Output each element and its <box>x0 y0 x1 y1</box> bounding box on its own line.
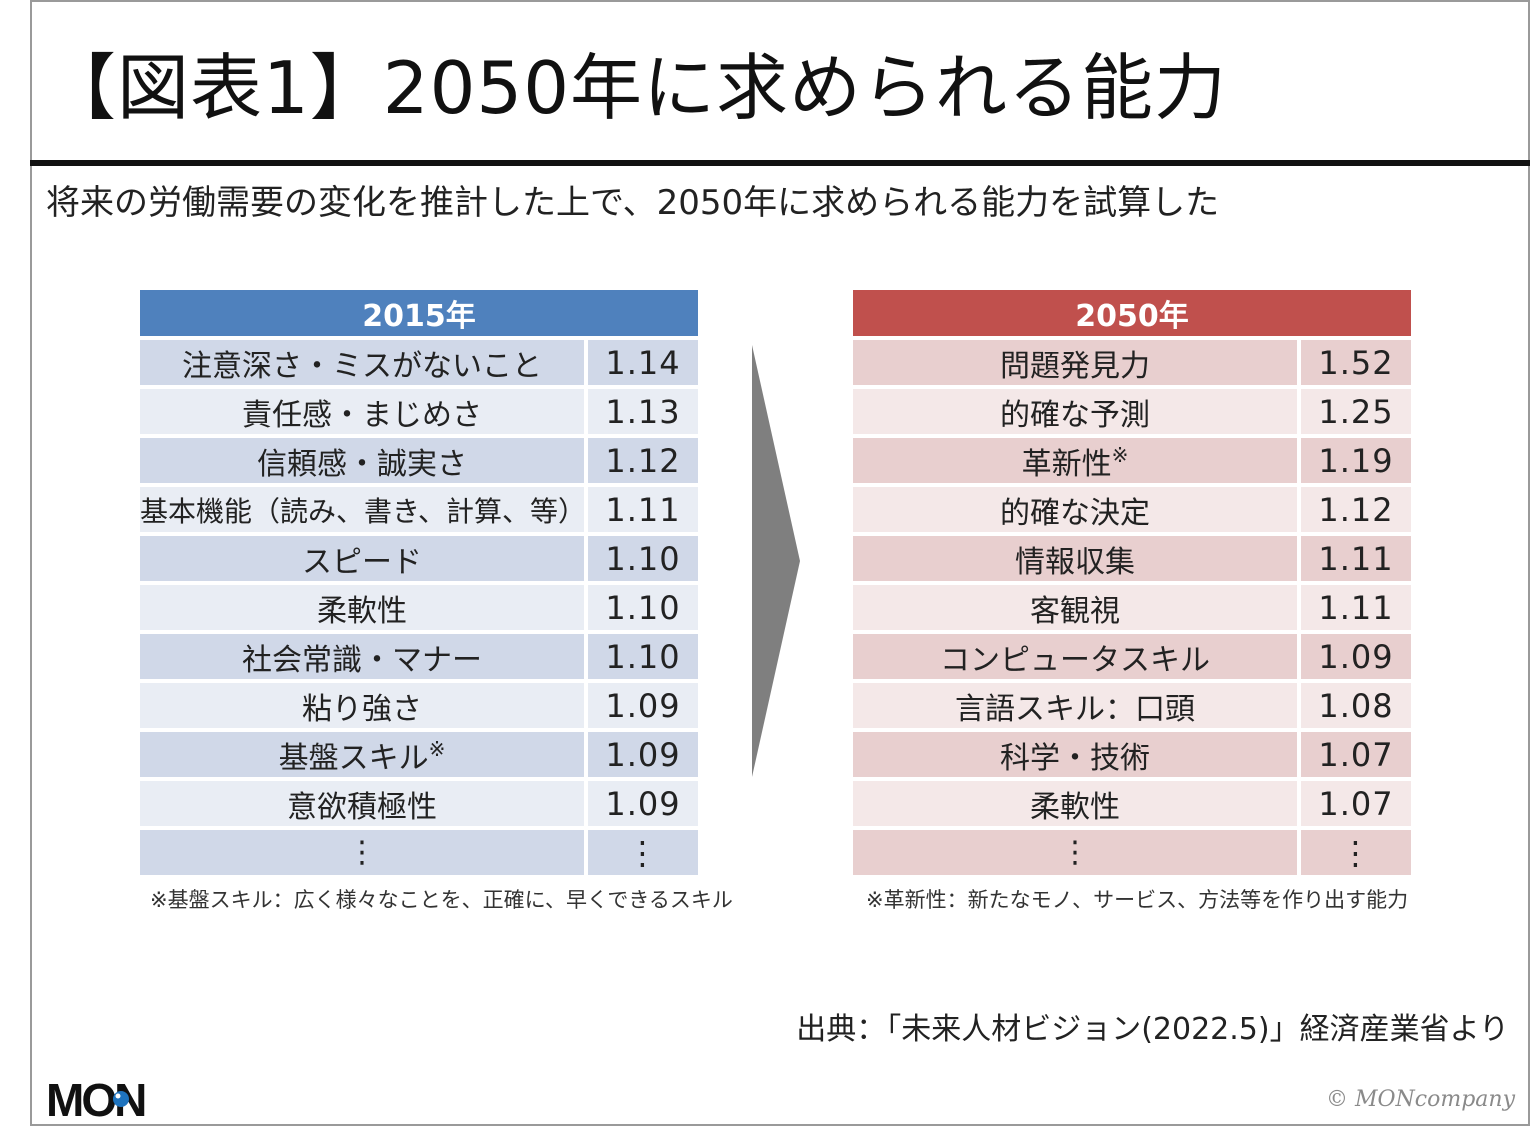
ability-label: 客観視 <box>853 583 1301 634</box>
table-row: 言語スキル：口頭 1.08 <box>853 681 1411 732</box>
ability-label: 言語スキル：口頭 <box>853 681 1301 732</box>
table-row: 社会常識・マナー 1.10 <box>140 632 698 683</box>
ability-score: 1.12 <box>1299 485 1411 536</box>
table-row: 的確な予測 1.25 <box>853 387 1411 438</box>
ability-score: 1.08 <box>1299 681 1411 732</box>
table-row: コンピュータスキル 1.09 <box>853 632 1411 683</box>
ability-label: ⋮ <box>140 828 588 879</box>
ability-score: 1.11 <box>1299 583 1411 634</box>
ability-label: 革新性※ <box>853 436 1301 487</box>
ability-label: 社会常識・マナー <box>140 632 588 683</box>
ability-score: ⋮ <box>586 828 698 879</box>
footnote-mark: ※ <box>1111 442 1129 467</box>
table-row: 意欲積極性 1.09 <box>140 779 698 830</box>
ability-score: 1.10 <box>586 534 698 585</box>
table-row: 信頼感・誠実さ 1.12 <box>140 436 698 487</box>
ability-label: 的確な決定 <box>853 485 1301 536</box>
table-row: 柔軟性 1.10 <box>140 583 698 634</box>
ability-score: 1.11 <box>1299 534 1411 585</box>
ability-label-text: 革新性 <box>1021 446 1112 482</box>
ability-score: 1.13 <box>586 387 698 438</box>
ability-score: 1.09 <box>586 779 698 830</box>
title-divider <box>30 160 1530 166</box>
ability-label: 情報収集 <box>853 534 1301 585</box>
ability-score: 1.12 <box>586 436 698 487</box>
table-2015-header: 2015年 <box>140 290 698 340</box>
table-row: スピード 1.10 <box>140 534 698 585</box>
table-2015: 2015年 注意深さ・ミスがないこと 1.14 責任感・まじめさ 1.13 信頼… <box>140 290 698 879</box>
ability-label: 注意深さ・ミスがないこと <box>140 338 588 389</box>
ability-score: 1.14 <box>586 338 698 389</box>
logo-eye-icon <box>113 1091 129 1107</box>
mon-logo: MON <box>46 1076 148 1120</box>
ability-score: ⋮ <box>1299 828 1411 879</box>
table-row: 客観視 1.11 <box>853 583 1411 634</box>
ability-score: 1.10 <box>586 632 698 683</box>
ability-label: 問題発見力 <box>853 338 1301 389</box>
table-2050-header: 2050年 <box>853 290 1411 340</box>
footnote-2015: ※基盤スキル：広く様々なことを、正確に、早くできるスキル <box>150 888 733 912</box>
table-row: 基本機能（読み、書き、計算、等） 1.11 <box>140 485 698 536</box>
ability-label: 基盤スキル※ <box>140 730 588 781</box>
table-2050: 2050年 問題発見力 1.52 的確な予測 1.25 革新性※ 1.19 的確… <box>853 290 1411 879</box>
table-row: 的確な決定 1.12 <box>853 485 1411 536</box>
table-row: 問題発見力 1.52 <box>853 338 1411 389</box>
ability-label: コンピュータスキル <box>853 632 1301 683</box>
ability-label: 的確な予測 <box>853 387 1301 438</box>
ability-score: 1.09 <box>586 730 698 781</box>
ability-label: 基本機能（読み、書き、計算、等） <box>140 485 588 536</box>
logo-text: MON <box>46 1076 145 1120</box>
footnote-2050: ※革新性：新たなモノ、サービス、方法等を作り出す能力 <box>866 888 1409 912</box>
table-row: 科学・技術 1.07 <box>853 730 1411 781</box>
ability-score: 1.09 <box>1299 632 1411 683</box>
table-row: ⋮ ⋮ <box>853 828 1411 879</box>
ability-score: 1.07 <box>1299 730 1411 781</box>
ability-label: 責任感・まじめさ <box>140 387 588 438</box>
table-row: 注意深さ・ミスがないこと 1.14 <box>140 338 698 389</box>
table-row: 基盤スキル※ 1.09 <box>140 730 698 781</box>
footnote-mark: ※ <box>428 736 446 761</box>
table-row: 情報収集 1.11 <box>853 534 1411 585</box>
ability-score: 1.19 <box>1299 436 1411 487</box>
source-citation: 出典：「未来人材ビジョン(2022.5)」経済産業省より <box>796 1012 1509 1047</box>
ability-label: 粘り強さ <box>140 681 588 732</box>
ability-score: 1.25 <box>1299 387 1411 438</box>
copyright: © MONcompany <box>1325 1087 1515 1112</box>
ability-label: 意欲積極性 <box>140 779 588 830</box>
arrow-right-icon <box>752 345 800 777</box>
ability-label-text: 基盤スキル <box>278 740 429 776</box>
slide-frame <box>30 0 1530 1126</box>
ability-label: ⋮ <box>853 828 1301 879</box>
ability-score: 1.52 <box>1299 338 1411 389</box>
table-row: 柔軟性 1.07 <box>853 779 1411 830</box>
ability-label: 科学・技術 <box>853 730 1301 781</box>
table-row: 粘り強さ 1.09 <box>140 681 698 732</box>
ability-label: スピード <box>140 534 588 585</box>
table-row: ⋮ ⋮ <box>140 828 698 879</box>
ability-score: 1.09 <box>586 681 698 732</box>
table-row: 革新性※ 1.19 <box>853 436 1411 487</box>
page-title: 【図表1】2050年に求められる能力 <box>44 46 1228 130</box>
ability-score: 1.11 <box>586 485 698 536</box>
ability-score: 1.07 <box>1299 779 1411 830</box>
ability-label: 柔軟性 <box>140 583 588 634</box>
ability-label: 柔軟性 <box>853 779 1301 830</box>
ability-label: 信頼感・誠実さ <box>140 436 588 487</box>
table-row: 責任感・まじめさ 1.13 <box>140 387 698 438</box>
ability-score: 1.10 <box>586 583 698 634</box>
page-subtitle: 将来の労働需要の変化を推計した上で、2050年に求められる能力を試算した <box>46 183 1220 223</box>
